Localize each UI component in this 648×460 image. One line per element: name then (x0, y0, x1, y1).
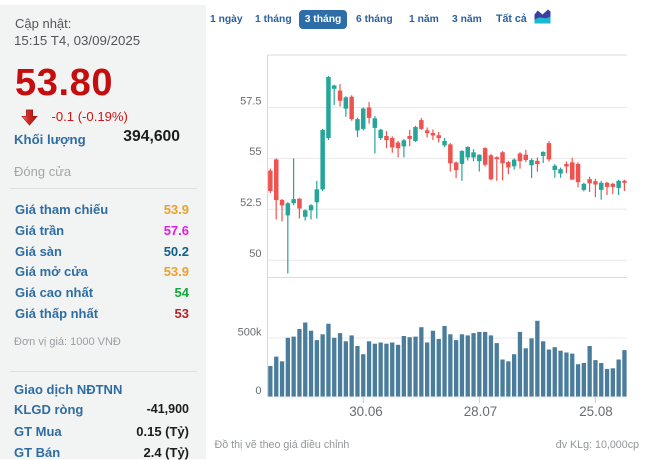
svg-text:30.06: 30.06 (349, 404, 383, 419)
svg-text:50: 50 (249, 248, 261, 260)
svg-text:52.5: 52.5 (240, 197, 261, 209)
svg-text:25.08: 25.08 (579, 404, 613, 419)
svg-text:57.5: 57.5 (240, 95, 261, 107)
svg-text:500k: 500k (238, 327, 262, 339)
svg-text:28.07: 28.07 (464, 404, 498, 419)
svg-text:55: 55 (249, 146, 261, 158)
svg-text:0: 0 (255, 385, 261, 397)
